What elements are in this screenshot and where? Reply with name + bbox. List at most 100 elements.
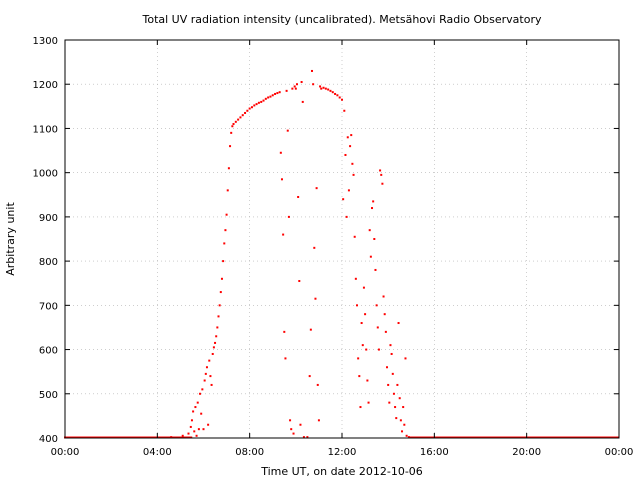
data-point: [382, 295, 385, 298]
data-point: [322, 86, 325, 89]
data-point: [381, 182, 384, 185]
y-tick-label: 900: [39, 213, 58, 224]
data-point: [230, 131, 233, 134]
data-point: [210, 383, 213, 386]
x-axis-title: Time UT, on date 2012-10-06: [260, 465, 423, 478]
data-point: [292, 432, 295, 435]
data-point: [331, 91, 334, 94]
x-tick-label: 16:00: [420, 447, 449, 458]
data-point: [375, 304, 378, 307]
data-point: [351, 162, 354, 165]
data-point: [384, 330, 387, 333]
data-point: [392, 392, 395, 395]
data-point: [300, 81, 303, 84]
data-point: [327, 88, 330, 91]
x-tick-label: 12:00: [328, 447, 357, 458]
data-point: [377, 348, 380, 351]
data-point: [389, 344, 392, 347]
data-point: [232, 123, 235, 126]
x-tick-label: 00:00: [605, 447, 634, 458]
data-point: [391, 372, 394, 375]
data-point: [223, 242, 226, 245]
data-point: [399, 419, 402, 422]
data-point: [214, 341, 217, 344]
data-point: [203, 379, 206, 382]
data-point: [346, 136, 349, 139]
data-point: [267, 96, 270, 99]
data-point: [313, 246, 316, 249]
data-point: [286, 129, 289, 132]
data-point: [218, 304, 221, 307]
data-point: [380, 173, 383, 176]
data-point: [316, 383, 319, 386]
y-tick-label: 1300: [33, 36, 58, 47]
data-point: [253, 104, 256, 107]
data-point: [278, 91, 281, 94]
data-point: [234, 120, 237, 123]
y-tick-label: 500: [39, 390, 58, 401]
data-point: [319, 85, 322, 88]
data-point: [298, 280, 301, 283]
data-point: [283, 330, 286, 333]
x-tick-label: 00:00: [51, 447, 80, 458]
data-point: [367, 401, 370, 404]
data-point: [357, 357, 360, 360]
data-point: [269, 95, 272, 98]
data-point: [264, 97, 267, 100]
data-point: [334, 92, 337, 95]
data-point: [297, 195, 300, 198]
data-point: [276, 92, 279, 95]
chart-title: Total UV radiation intensity (uncalibrat…: [142, 13, 542, 26]
y-tick-label: 600: [39, 346, 58, 357]
x-tick-label: 20:00: [512, 447, 541, 458]
data-point: [354, 277, 357, 280]
y-tick-label: 400: [39, 434, 58, 445]
data-point: [293, 85, 296, 88]
data-point: [257, 101, 260, 104]
y-tick-label: 800: [39, 257, 58, 268]
data-point: [404, 357, 407, 360]
data-point: [291, 87, 294, 90]
data-point: [379, 169, 382, 172]
data-point: [396, 383, 399, 386]
data-point: [274, 92, 277, 95]
data-point: [202, 428, 205, 431]
data-point: [250, 106, 253, 109]
data-point: [365, 348, 368, 351]
data-point: [205, 366, 208, 369]
data-point: [407, 436, 410, 439]
data-point: [390, 352, 393, 355]
data-point: [255, 103, 258, 106]
data-point: [290, 428, 293, 431]
data-point: [329, 89, 332, 92]
data-point: [314, 297, 317, 300]
data-point: [398, 397, 401, 400]
data-point: [376, 326, 379, 329]
data-point: [287, 215, 290, 218]
data-point: [225, 213, 228, 216]
data-point: [212, 346, 215, 349]
data-point: [196, 401, 199, 404]
y-tick-label: 1200: [33, 80, 58, 91]
data-point: [239, 116, 242, 119]
data-point: [189, 425, 192, 428]
y-tick-label: 700: [39, 301, 58, 312]
data-point: [207, 423, 210, 426]
data-point: [217, 315, 220, 318]
y-tick-label: 1000: [33, 169, 58, 180]
data-point: [359, 406, 362, 409]
data-point: [317, 419, 320, 422]
data-point: [403, 423, 406, 426]
data-point: [224, 229, 227, 232]
data-point: [387, 383, 390, 386]
data-point: [324, 87, 327, 90]
data-point: [336, 94, 339, 97]
data-point: [190, 419, 193, 422]
data-point: [308, 375, 311, 378]
data-point: [216, 326, 219, 329]
data-point: [197, 428, 200, 431]
data-point: [260, 100, 263, 103]
data-point: [246, 109, 249, 112]
